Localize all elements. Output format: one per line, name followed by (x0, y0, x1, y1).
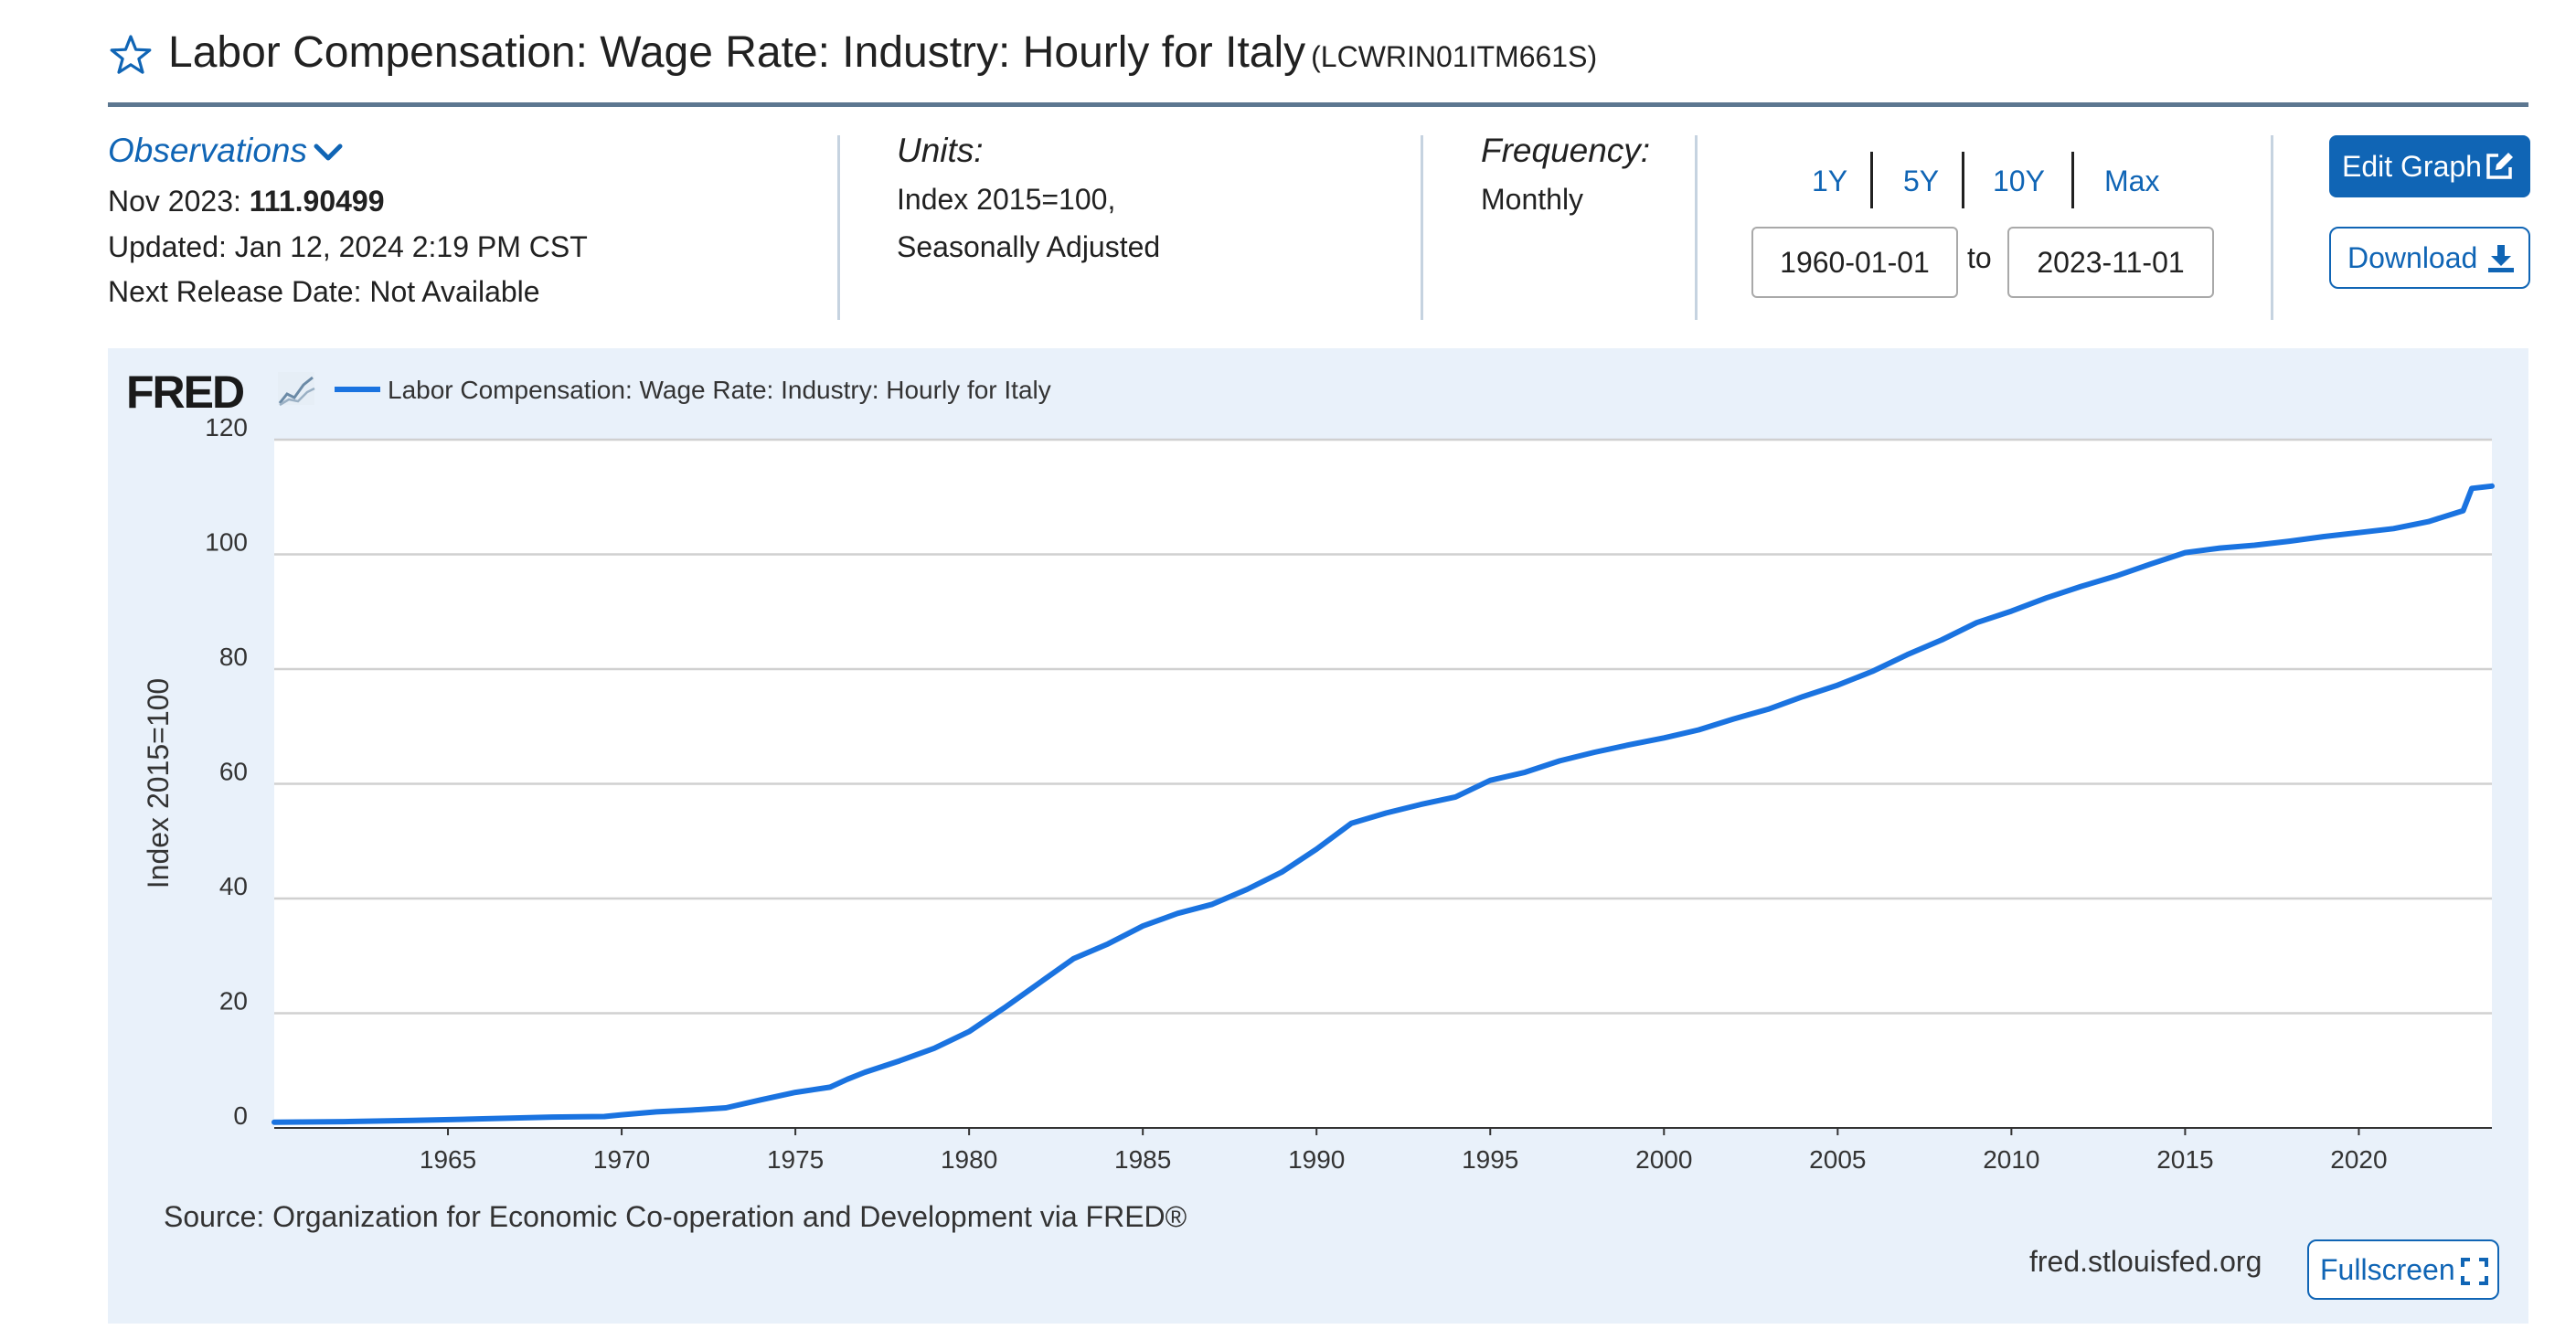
x-tick-label: 1970 (593, 1145, 650, 1174)
site-url[interactable]: fred.stlouisfed.org (2029, 1245, 2262, 1278)
x-tick-label: 1990 (1288, 1145, 1345, 1174)
range-10y-button[interactable]: 10Y (1993, 165, 2045, 197)
y-tick-label: 60 (219, 758, 248, 786)
observation-period: Nov 2023: (108, 185, 241, 218)
range-divider (2071, 152, 2074, 208)
units-label: Units: (897, 132, 984, 169)
fullscreen-button[interactable]: Fullscreen (2307, 1239, 2499, 1300)
download-label: Download (2347, 241, 2478, 274)
chevron-down-icon (314, 144, 343, 161)
page-title: Labor Compensation: Wage Rate: Industry:… (168, 27, 1597, 78)
y-tick-label: 80 (219, 643, 248, 671)
y-tick-label: 20 (219, 987, 248, 1016)
x-tick-label: 2015 (2156, 1145, 2213, 1174)
fred-logo: FRED (126, 367, 244, 418)
x-tick-label: 2000 (1635, 1145, 1692, 1174)
frequency-value: Monthly (1481, 183, 1584, 216)
observations-toggle[interactable]: Observations (108, 132, 344, 170)
column-divider (2271, 135, 2273, 320)
range-max-button[interactable]: Max (2104, 165, 2160, 197)
x-tick-label: 1965 (420, 1145, 476, 1174)
edit-graph-label: Edit Graph (2342, 150, 2482, 183)
y-tick-label: 40 (219, 872, 248, 900)
title-divider (108, 102, 2528, 107)
fred-logo-chart-icon (278, 372, 315, 407)
observations-label: Observations (108, 132, 307, 169)
chart: FRED Labor Compensation: Wage Rate: Indu… (126, 367, 2495, 1174)
download-button[interactable]: Download (2329, 227, 2530, 289)
units-line-1: Index 2015=100, (897, 183, 1116, 216)
edit-icon (2486, 153, 2513, 179)
x-tick-label: 1975 (767, 1145, 824, 1174)
series-line (271, 483, 2495, 1125)
x-tick-label: 2020 (2330, 1145, 2387, 1174)
y-axis-label: Index 2015=100 (142, 678, 175, 888)
end-date-input[interactable]: 2023-11-01 (2007, 227, 2214, 298)
legend-label: Labor Compensation: Wage Rate: Industry:… (388, 376, 1051, 404)
column-divider (1695, 135, 1698, 320)
x-tick-label: 1985 (1114, 1145, 1171, 1174)
next-release-date: Next Release Date: Not Available (108, 275, 540, 308)
y-tick-label: 120 (205, 413, 248, 441)
x-tick-label: 2010 (1983, 1145, 2039, 1174)
y-tick-label: 100 (205, 528, 248, 557)
column-divider (1421, 135, 1423, 320)
range-divider (1870, 152, 1873, 208)
range-1y-button[interactable]: 1Y (1812, 165, 1848, 197)
edit-graph-button[interactable]: Edit Graph (2329, 135, 2530, 197)
x-tick-label: 1995 (1462, 1145, 1518, 1174)
observation-value: 111.90499 (249, 185, 385, 218)
x-tick-label: 1980 (941, 1145, 997, 1174)
start-date-input[interactable]: 1960-01-01 (1751, 227, 1958, 298)
fullscreen-label: Fullscreen (2320, 1253, 2455, 1286)
favorite-star-icon[interactable] (108, 33, 154, 79)
range-divider (1962, 152, 1964, 208)
column-divider (837, 135, 840, 320)
range-5y-button[interactable]: 5Y (1903, 165, 1940, 197)
date-range-to-label: to (1967, 241, 1992, 274)
latest-observation: Nov 2023: 111.90499 (108, 185, 385, 218)
download-icon (2488, 245, 2514, 272)
expand-icon (2461, 1258, 2488, 1285)
x-tick-label: 2005 (1809, 1145, 1866, 1174)
units-line-2: Seasonally Adjusted (897, 230, 1161, 263)
series-id: (LCWRIN01ITM661S) (1311, 40, 1598, 73)
y-tick-label: 0 (233, 1101, 248, 1130)
frequency-label: Frequency: (1481, 132, 1651, 169)
source-note: Source: Organization for Economic Co-ope… (164, 1200, 1187, 1233)
updated-date: Updated: Jan 12, 2024 2:19 PM CST (108, 230, 588, 263)
series-title: Labor Compensation: Wage Rate: Industry:… (168, 28, 1306, 77)
